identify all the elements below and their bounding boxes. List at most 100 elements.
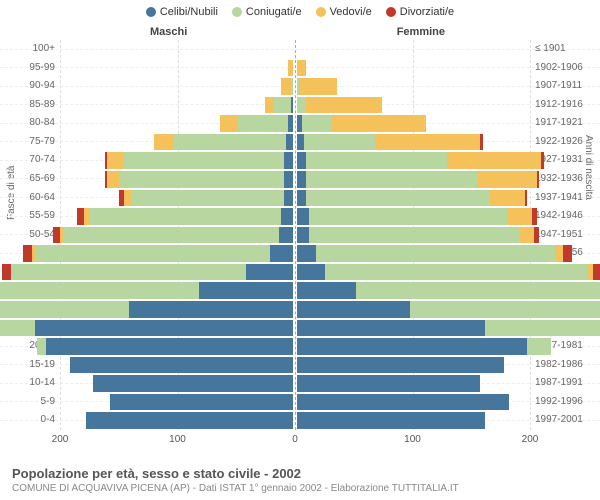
female-bar xyxy=(297,412,485,429)
male-bar xyxy=(110,394,293,411)
bar-segment xyxy=(288,60,293,77)
bar-segment xyxy=(299,78,337,95)
pyramid-row: 15-191982-1986 xyxy=(60,356,530,375)
male-bar xyxy=(70,357,293,374)
bar-segment xyxy=(297,245,316,262)
bar-segment xyxy=(485,320,600,337)
bar-segment xyxy=(129,301,293,318)
pyramid-row: 100+≤ 1901 xyxy=(60,40,530,59)
bar-segment xyxy=(306,190,489,207)
age-label: 65-69 xyxy=(5,170,55,187)
female-bar xyxy=(297,78,337,95)
female-bar xyxy=(297,152,544,169)
female-bar xyxy=(297,264,600,281)
bar-segment xyxy=(520,227,534,244)
birth-year-label: 1937-1941 xyxy=(535,189,595,206)
bar-segment xyxy=(297,208,309,225)
birth-year-label: 1947-1951 xyxy=(535,226,595,243)
female-bar xyxy=(297,60,306,77)
pyramid-row: 35-391962-1966 xyxy=(60,281,530,300)
bar-segment xyxy=(70,357,293,374)
bar-segment xyxy=(284,152,293,169)
male-bar xyxy=(105,152,293,169)
male-bar xyxy=(154,134,293,151)
bar-segment xyxy=(246,264,293,281)
age-label: 50-54 xyxy=(5,226,55,243)
age-label: 10-14 xyxy=(5,374,55,391)
bar-segment xyxy=(508,208,531,225)
bar-segment xyxy=(0,320,35,337)
birth-year-label: 1912-1916 xyxy=(535,96,595,113)
legend-swatch xyxy=(316,7,326,17)
legend-label: Divorziati/e xyxy=(400,6,454,18)
bar-segment xyxy=(297,412,485,429)
female-bar xyxy=(297,282,600,299)
birth-year-label: 1932-1936 xyxy=(535,170,595,187)
birth-year-label: 1992-1996 xyxy=(535,393,595,410)
bar-segment xyxy=(306,152,447,169)
male-bar xyxy=(2,264,293,281)
legend-label: Celibi/Nubili xyxy=(160,6,218,18)
bar-segment xyxy=(199,282,293,299)
male-bar xyxy=(288,60,293,77)
birth-year-label: 1927-1931 xyxy=(535,151,595,168)
bar-segment xyxy=(332,115,426,132)
age-label: 5-9 xyxy=(5,393,55,410)
bar-segment xyxy=(297,320,485,337)
pyramid-row: 60-641937-1941 xyxy=(60,189,530,208)
male-bar xyxy=(53,227,293,244)
bar-segment xyxy=(297,338,527,355)
bar-segment xyxy=(124,190,131,207)
bar-segment xyxy=(77,208,84,225)
x-tick-label: 0 xyxy=(292,434,298,445)
male-bar xyxy=(105,171,293,188)
male-label: Maschi xyxy=(150,26,187,38)
birth-year-label: 1997-2001 xyxy=(535,411,595,428)
bar-segment xyxy=(124,152,284,169)
bar-segment xyxy=(297,282,356,299)
bar-segment xyxy=(297,375,480,392)
birth-year-label: 1907-1911 xyxy=(535,77,595,94)
pyramid-row: 0-41997-2001 xyxy=(60,411,530,430)
x-tick-label: 100 xyxy=(404,434,421,445)
female-bar xyxy=(297,338,551,355)
female-bar xyxy=(297,115,426,132)
x-tick-label: 100 xyxy=(169,434,186,445)
female-bar xyxy=(297,245,572,262)
legend: Celibi/NubiliConiugati/eVedovi/eDivorzia… xyxy=(0,0,600,18)
x-axis: 2001000100200 xyxy=(60,432,530,450)
birth-year-label: 1917-1921 xyxy=(535,114,595,131)
legend-item: Vedovi/e xyxy=(316,6,372,18)
pyramid-row: 50-541947-1951 xyxy=(60,226,530,245)
bar-segment xyxy=(356,282,600,299)
bar-segment xyxy=(86,412,293,429)
bar-segment xyxy=(325,264,588,281)
bar-segment xyxy=(291,97,293,114)
male-bar xyxy=(37,338,293,355)
bar-segment xyxy=(478,171,537,188)
pyramid-row: 30-341967-1971 xyxy=(60,300,530,319)
birth-year-label: 1902-1906 xyxy=(535,59,595,76)
bar-segment xyxy=(316,245,556,262)
bar-segment xyxy=(288,115,293,132)
bar-segment xyxy=(110,394,293,411)
age-label: 90-94 xyxy=(5,77,55,94)
bar-segment xyxy=(297,134,304,151)
bar-segment xyxy=(46,338,293,355)
bar-segment xyxy=(534,227,539,244)
bar-segment xyxy=(490,190,525,207)
pyramid-row: 5-91992-1996 xyxy=(60,393,530,412)
age-label: 0-4 xyxy=(5,411,55,428)
bar-segment xyxy=(265,97,274,114)
age-label: 75-79 xyxy=(5,133,55,150)
bar-segment xyxy=(297,394,509,411)
bar-segment xyxy=(286,134,293,151)
female-bar xyxy=(297,394,509,411)
bar-segment xyxy=(527,338,550,355)
bar-segment xyxy=(119,171,284,188)
bar-segment xyxy=(2,264,11,281)
bar-segment xyxy=(281,208,293,225)
pyramid-row: 80-841917-1921 xyxy=(60,114,530,133)
age-label: 60-64 xyxy=(5,189,55,206)
birth-year-label: 1987-1991 xyxy=(535,374,595,391)
